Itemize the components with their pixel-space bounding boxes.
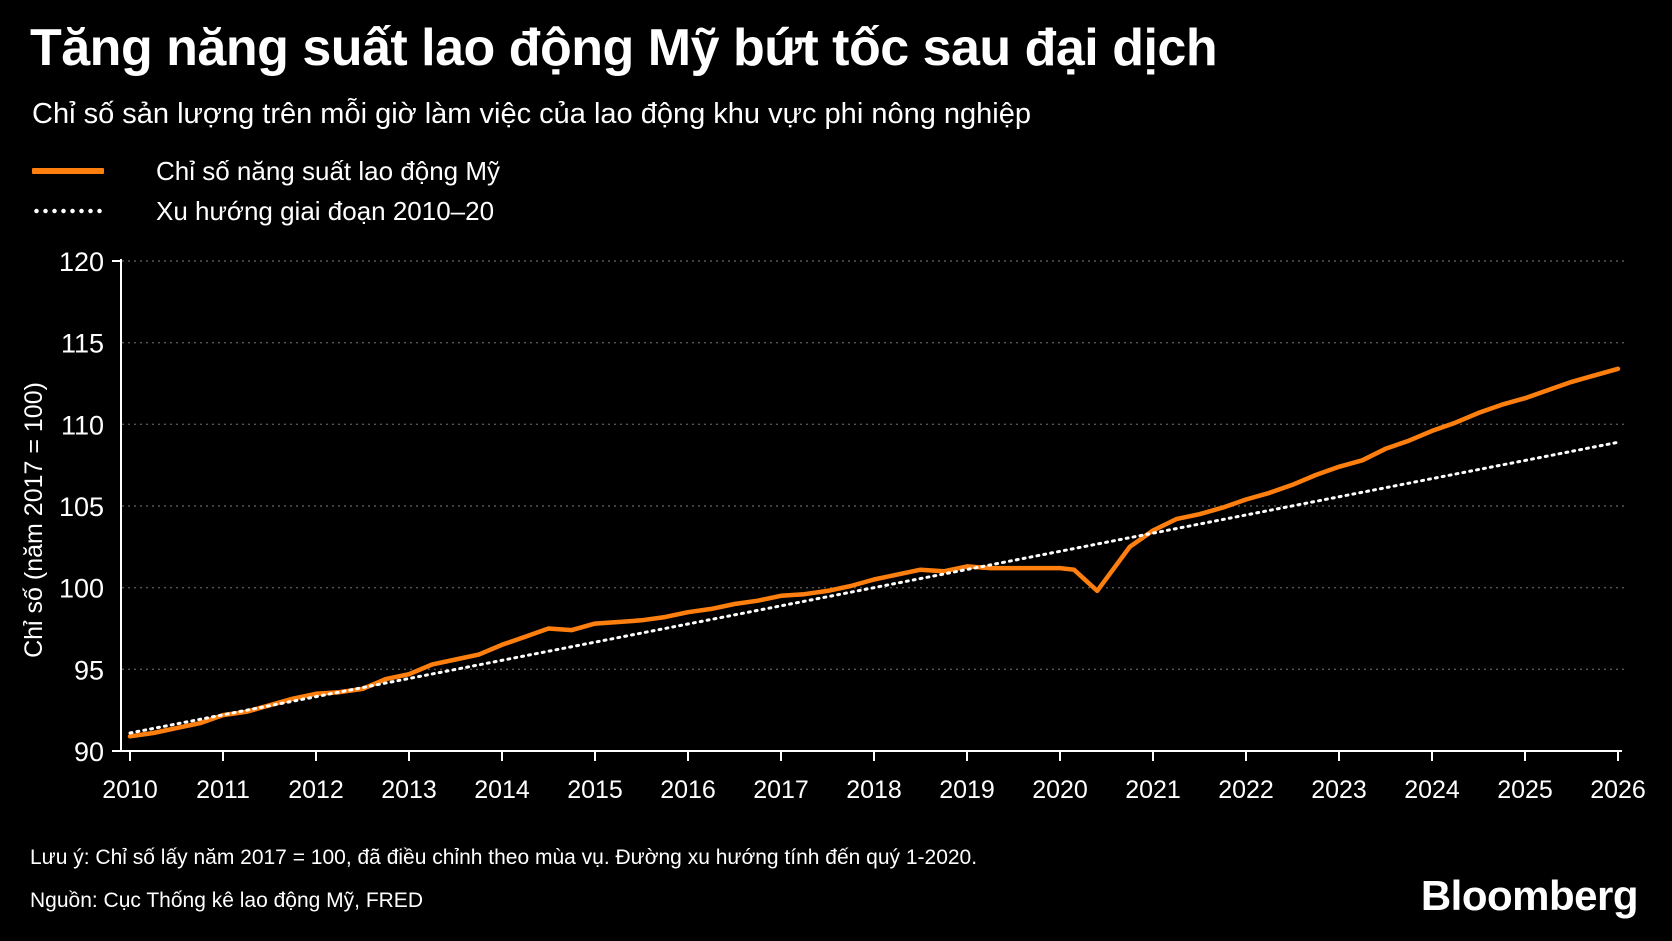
legend-swatch-dotted	[32, 208, 104, 214]
gridlines	[122, 260, 1624, 671]
bloomberg-logo: Bloomberg	[1420, 872, 1639, 919]
footnote: Lưu ý: Chỉ số lấy năm 2017 = 100, đã điề…	[30, 846, 978, 869]
chart-subtitle: Chỉ số sản lượng trên mỗi giờ làm việc c…	[32, 98, 1031, 130]
y-tick-label: 115	[61, 329, 104, 359]
axes	[112, 259, 1622, 761]
x-tick-label: 2014	[474, 776, 530, 804]
source-note: Nguồn: Cục Thống kê lao động Mỹ, FRED	[30, 889, 423, 912]
x-tick-label: 2025	[1497, 776, 1553, 804]
x-tick-label: 2010	[102, 776, 158, 804]
legend-label-trend: Xu hướng giai đoạn 2010–20	[156, 195, 495, 226]
x-tick-label: 2026	[1590, 776, 1646, 804]
x-tick-label: 2021	[1125, 776, 1181, 804]
legend-swatch-solid	[32, 168, 104, 174]
legend-item-trend: Xu hướng giai đoạn 2010–20	[32, 196, 494, 226]
legend-label-productivity: Chỉ số năng suất lao động Mỹ	[156, 155, 500, 186]
x-tick-label: 2024	[1404, 776, 1460, 804]
y-tick-label: 90	[74, 737, 104, 767]
x-tick-label: 2018	[846, 776, 902, 804]
x-tick-label: 2020	[1032, 776, 1088, 804]
x-tick-label: 2013	[381, 776, 437, 804]
y-tick-label: 95	[74, 655, 104, 685]
tick-labels: 90 95 100 105 110 115 120 2010 2011 2012 2013 2014 2…	[59, 247, 1646, 804]
trend-line	[128, 440, 1620, 735]
y-tick-label: 110	[61, 410, 104, 440]
y-tick-label: 105	[59, 492, 104, 522]
x-tick-label: 2012	[288, 776, 344, 804]
x-tick-label: 2023	[1311, 776, 1367, 804]
x-tick-label: 2019	[939, 776, 995, 804]
x-tick-label: 2011	[196, 776, 250, 804]
legend-item-productivity: Chỉ số năng suất lao động Mỹ	[32, 156, 500, 186]
x-tick-label: 2017	[753, 776, 809, 804]
series-layer	[127, 366, 1621, 739]
y-axis-label: Chỉ số (năm 2017 = 100)	[20, 382, 48, 658]
x-tick-label: 2015	[567, 776, 623, 804]
productivity-line	[127, 366, 1621, 739]
x-tick-label: 2016	[660, 776, 716, 804]
chart-title: Tăng năng suất lao động Mỹ bứt tốc sau đ…	[30, 19, 1218, 77]
x-tick-label: 2022	[1218, 776, 1274, 804]
y-tick-label: 120	[59, 247, 104, 277]
y-tick-label: 100	[59, 574, 104, 604]
